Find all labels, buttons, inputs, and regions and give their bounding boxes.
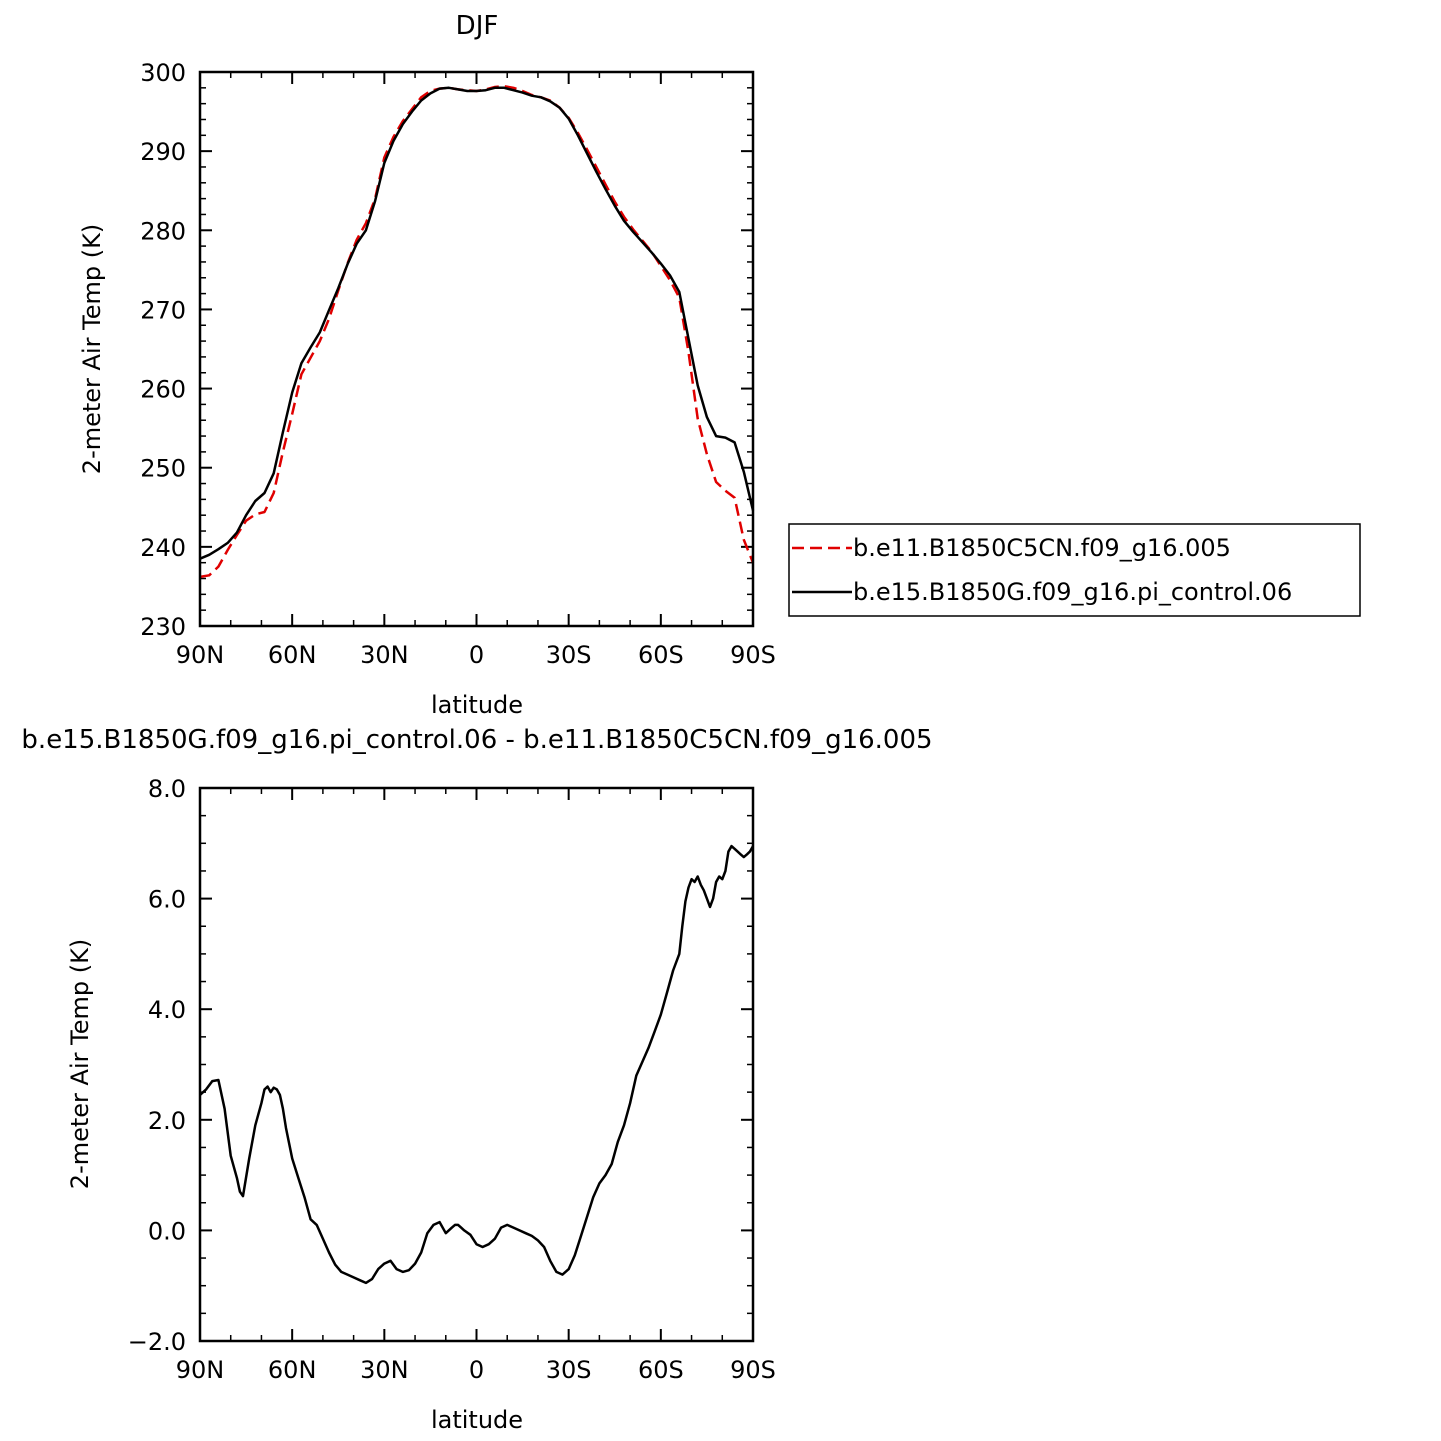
top-x-tick-label: 60N (268, 641, 317, 669)
bottom-y-tick-label: 6.0 (148, 886, 186, 914)
bottom-x-tick-label: 90N (176, 1356, 225, 1384)
top-x-axis-label: latitude (431, 691, 523, 719)
top-series-line-0 (199, 84, 755, 579)
top-x-tick-label: 0 (469, 641, 484, 669)
top-y-tick-label: 240 (140, 534, 186, 562)
bottom-x-tick-label: 30N (360, 1356, 409, 1384)
top-x-tick-label: 30N (360, 641, 409, 669)
bottom-series-line-0 (199, 844, 755, 1285)
bottom-y-tick-label: 8.0 (148, 775, 186, 803)
top-x-tick-label: 90N (176, 641, 225, 669)
top-y-axis-label: 2-meter Air Temp (K) (78, 224, 106, 474)
bottom-y-axis-label: 2-meter Air Temp (K) (66, 939, 94, 1189)
top-axis-ticks (199, 71, 754, 627)
top-x-tick-label: 30S (546, 641, 592, 669)
bottom-x-axis-label: latitude (431, 1406, 523, 1434)
bottom-x-tick-label: 60S (638, 1356, 684, 1384)
bottom-axis-ticks (199, 787, 754, 1342)
bottom-x-tick-label: 60N (268, 1356, 317, 1384)
top-y-tick-label: 300 (140, 59, 186, 87)
top-plot-frame (198, 70, 755, 628)
bottom-x-tick-label: 90S (730, 1356, 776, 1384)
bottom-chart-title: b.e15.B1850G.f09_g16.pi_control.06 - b.e… (21, 725, 932, 755)
bottom-y-tick-label: 0.0 (148, 1217, 186, 1245)
top-panel: DJF 90N 60N 30N 0 30S 60S 90S 230 240 250 260 270 28… (78, 11, 1361, 719)
top-chart-title: DJF (456, 11, 499, 41)
bottom-tick-labels: 90N 60N 30N 0 30S 60S 90S −2.0 0.0 2.0 4.0 6.0 8.0 (128, 775, 776, 1384)
top-y-tick-label: 290 (140, 138, 186, 166)
top-x-tick-label: 60S (638, 641, 684, 669)
bottom-x-tick-label: 0 (469, 1356, 484, 1384)
bottom-plot-lines (199, 844, 755, 1285)
top-y-tick-label: 270 (140, 296, 186, 324)
legend-entry-b.e15: b.e15.B1850G.f09_g16.pi_control.06 (853, 578, 1292, 606)
top-series-line-1 (199, 86, 755, 560)
bottom-y-tick-label: 2.0 (148, 1107, 186, 1135)
top-y-tick-label: 250 (140, 455, 186, 483)
bottom-y-tick-label: −2.0 (128, 1328, 186, 1356)
top-plot-lines (199, 84, 755, 579)
top-y-tick-label: 280 (140, 217, 186, 245)
bottom-panel: b.e15.B1850G.f09_g16.pi_control.06 - b.e… (21, 725, 932, 1434)
bottom-y-tick-label: 4.0 (148, 996, 186, 1024)
top-x-tick-label: 90S (730, 641, 776, 669)
legend-entry-b.e11: b.e11.B1850C5CN.f09_g16.005 (853, 534, 1231, 562)
bottom-plot-frame (198, 786, 755, 1343)
legend-box (788, 523, 1361, 617)
top-y-tick-label: 260 (140, 376, 186, 404)
top-tick-labels: 90N 60N 30N 0 30S 60S 90S 230 240 250 260 270 280 290… (140, 59, 776, 669)
legend: b.e11.B1850C5CN.f09_g16.005 b.e15.B1850G… (788, 523, 1361, 617)
top-y-tick-label: 230 (140, 613, 186, 641)
bottom-x-tick-label: 30S (546, 1356, 592, 1384)
